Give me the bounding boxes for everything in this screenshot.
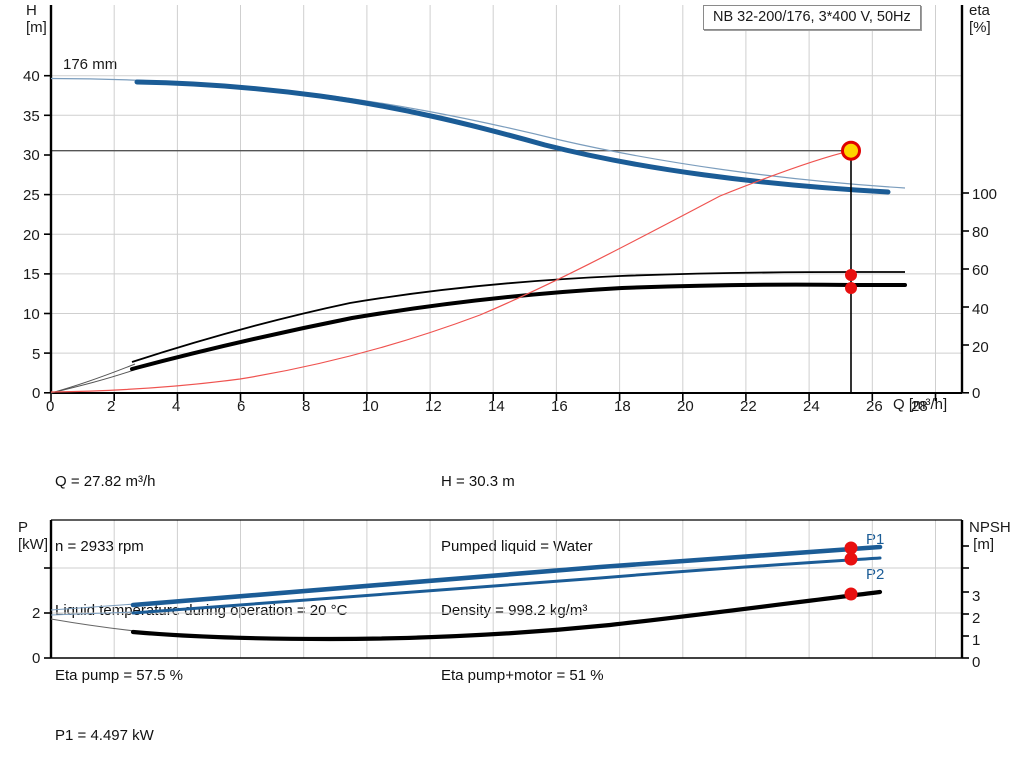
upper-x-axis-ticks — [50, 393, 937, 401]
duty-info-eta: Eta pump = 57.5 % — [55, 666, 183, 684]
upper-horizontal-gridlines — [51, 75, 962, 354]
q-tick-8: 8 — [302, 398, 311, 415]
lower-right-axis-title: NPSH [m] — [969, 519, 1011, 553]
p-tick-0: 0 — [32, 650, 41, 667]
h-tick-10: 10 — [23, 306, 40, 323]
h-tick-20: 20 — [23, 227, 40, 244]
duty-info-eta-tot: Eta pump+motor = 51 % — [441, 666, 604, 684]
q-tick-20: 20 — [677, 398, 694, 415]
lower-left-axis-ticks — [44, 567, 51, 659]
duty-info-q: Q = 27.82 m³/h — [55, 473, 156, 490]
q-tick-16: 16 — [551, 398, 568, 415]
power-info-p1: P1 = 4.497 kW — [55, 727, 154, 744]
duty-info-right-column: H = 30.3 m Pumped liquid = Water Density… — [441, 428, 604, 729]
h-tick-30: 30 — [23, 147, 40, 164]
eta-pump-motor-curve-extension — [50, 368, 138, 394]
eta-tick-80: 80 — [972, 224, 989, 241]
eta-pump-curve — [131, 271, 905, 363]
eta-tick-20: 20 — [972, 339, 989, 356]
q-tick-2: 2 — [107, 398, 116, 415]
npsh-curve-extension — [50, 618, 136, 632]
duty-info-h: H = 30.3 m — [441, 473, 515, 490]
q-tick-22: 22 — [740, 398, 757, 415]
h-tick-0: 0 — [32, 385, 41, 402]
system-curve — [50, 150, 852, 393]
p1-duty-marker — [844, 541, 858, 555]
upper-x-axis-title: Q [m³/h] — [893, 396, 948, 413]
p1-curve — [130, 544, 883, 608]
p1-curve-label: P1 — [866, 531, 885, 548]
q-tick-12: 12 — [425, 398, 442, 415]
q-tick-10: 10 — [362, 398, 379, 415]
upper-left-axis-ticks — [44, 74, 51, 394]
p2-curve-extension — [50, 611, 136, 616]
q-tick-4: 4 — [172, 398, 181, 415]
npsh-tick-2: 2 — [972, 610, 981, 627]
q-tick-6: 6 — [237, 398, 246, 415]
h-tick-5: 5 — [32, 346, 41, 363]
lower-right-axis-ticks — [962, 545, 969, 659]
upper-vertical-gridlines — [113, 5, 936, 393]
power-info-block: P1 = 4.497 kW P2 = 3.986 kW NPSH = 2.85 … — [55, 682, 397, 781]
q-tick-26: 26 — [866, 398, 883, 415]
upper-right-axis-title: eta [%] — [969, 2, 991, 36]
eta-tick-100: 100 — [972, 186, 998, 203]
eta-pump-motor-duty-marker — [845, 282, 857, 294]
npsh-duty-marker — [844, 587, 858, 601]
upper-left-axis-title: H [m] — [26, 2, 47, 36]
q-tick-0: 0 — [46, 398, 55, 415]
h-tick-40: 40 — [23, 68, 40, 85]
eta-tick-60: 60 — [972, 262, 989, 279]
duty-info-n: n = 2933 rpm — [55, 537, 144, 555]
p2-curve — [131, 556, 882, 615]
eta-tick-0: 0 — [972, 385, 981, 402]
npsh-tick-1: 1 — [972, 632, 981, 649]
upper-chart-plot — [44, 5, 969, 401]
h-tick-35: 35 — [23, 108, 40, 125]
head-curve — [134, 79, 891, 195]
lower-chart-plot — [44, 519, 969, 659]
pump-model-title: NB 32-200/176, 3*400 V, 50Hz — [703, 5, 921, 30]
eta-pump-duty-marker — [845, 269, 857, 281]
eta-pump-curve-extension — [50, 363, 136, 394]
duty-info-density: Density = 998.2 kg/m³ — [441, 602, 588, 619]
h-tick-25: 25 — [23, 187, 40, 204]
p2-curve-label: P2 — [866, 566, 885, 583]
lower-left-axis-title: P [kW] — [18, 519, 48, 553]
q-tick-18: 18 — [614, 398, 631, 415]
duty-point-marker[interactable] — [841, 140, 861, 161]
eta-tick-40: 40 — [972, 301, 989, 318]
head-curve-extrapolated — [50, 77, 906, 189]
q-tick-14: 14 — [488, 398, 505, 415]
upper-right-axis-ticks — [962, 192, 969, 394]
p1-curve-extension — [50, 603, 136, 611]
q-tick-28: 28 — [911, 398, 928, 415]
h-tick-15: 15 — [23, 266, 40, 283]
duty-info-liquid: Pumped liquid = Water — [441, 537, 593, 555]
npsh-tick-3: 3 — [972, 588, 981, 605]
lower-horizontal-gridlines — [51, 567, 962, 614]
p-tick-2: 2 — [32, 605, 41, 622]
npsh-tick-0: 0 — [972, 654, 981, 671]
eta-pump-motor-curve — [130, 282, 907, 371]
q-tick-24: 24 — [803, 398, 820, 415]
p2-duty-marker — [844, 552, 858, 566]
impeller-diameter-label: 176 mm — [63, 56, 118, 73]
npsh-curve — [130, 589, 883, 642]
